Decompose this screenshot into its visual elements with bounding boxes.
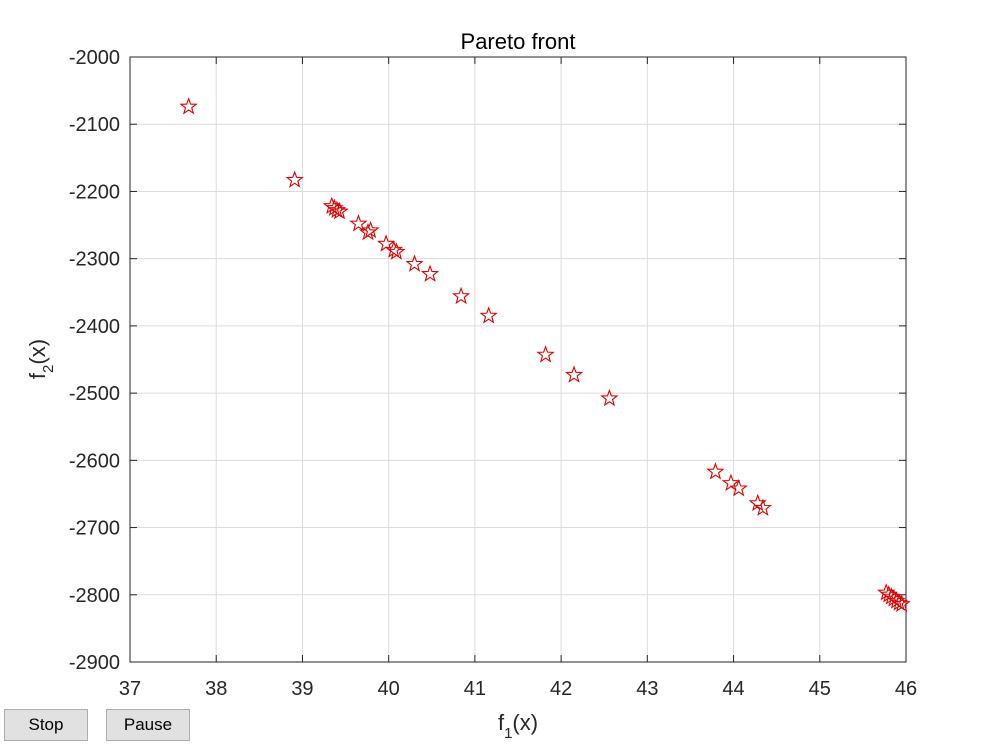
y-tick-label: -2200 xyxy=(69,181,120,203)
pareto-point-star xyxy=(729,478,748,497)
axes-box xyxy=(129,56,907,663)
x-tick-label: 42 xyxy=(550,678,572,700)
x-tick-label: 38 xyxy=(205,678,227,700)
x-tick-label: 45 xyxy=(809,678,831,700)
pause-button[interactable]: Pause xyxy=(106,709,190,741)
pareto-point-star xyxy=(179,97,198,115)
x-axis-label: f1(x) xyxy=(498,710,538,742)
y-axis-label-sub: 2 xyxy=(40,365,57,373)
pareto-point-star xyxy=(330,202,349,220)
y-axis-label-rest: (x) xyxy=(25,339,50,365)
y-tick-label: -2700 xyxy=(69,518,120,540)
y-tick-label: -2300 xyxy=(69,249,120,271)
pareto-point-star xyxy=(361,220,380,239)
x-tick-label: 41 xyxy=(464,678,486,700)
pareto-point-star xyxy=(892,594,911,612)
pareto-point-star xyxy=(600,388,619,407)
pareto-point-star xyxy=(285,170,304,188)
stop-button[interactable]: Stop xyxy=(4,709,88,741)
pareto-point-star xyxy=(536,345,555,363)
x-tick-label: 39 xyxy=(291,678,313,700)
x-tick-label: 40 xyxy=(378,678,400,700)
x-tick-label: 43 xyxy=(636,678,658,700)
pareto-point-star xyxy=(384,240,403,258)
pareto-point-star xyxy=(706,462,725,480)
y-tick-label: -2800 xyxy=(69,585,120,607)
chart-title: Pareto front xyxy=(461,29,576,54)
y-tick-label: -2500 xyxy=(69,383,120,405)
pareto-point-star xyxy=(387,242,406,260)
pareto-point-star xyxy=(451,286,471,305)
ticks xyxy=(129,56,907,663)
pareto-point-star xyxy=(564,365,584,383)
x-tick-label: 37 xyxy=(119,678,141,700)
x-axis-label-sub: 1 xyxy=(504,725,512,742)
x-tick-label: 44 xyxy=(722,678,744,700)
pareto-point-star xyxy=(420,264,440,282)
pareto-point-star xyxy=(349,214,368,232)
y-axis-label-base: f xyxy=(25,372,50,379)
y-tick-label: -2600 xyxy=(69,450,120,472)
pareto-point-star xyxy=(327,200,347,219)
y-tick-labels: -2000 -2100 -2200 -2300 -2400 -2500 -2600 -2700… xyxy=(69,47,120,674)
data-points xyxy=(179,97,911,612)
x-tick-label: 46 xyxy=(895,678,917,700)
y-tick-label: -2100 xyxy=(69,114,120,136)
x-tick-labels: 37 38 39 40 41 42 43 44 45 46 xyxy=(119,678,917,700)
pareto-point-star xyxy=(889,593,909,611)
y-tick-label: -2000 xyxy=(69,47,120,69)
y-axis-label: f2(x) xyxy=(25,339,57,379)
x-axis-label-rest: (x) xyxy=(512,710,538,735)
pareto-point-star xyxy=(479,306,498,324)
y-tick-label: -2400 xyxy=(69,316,120,338)
pareto-point-star xyxy=(405,254,424,272)
x-axis-label-base: f xyxy=(498,710,505,735)
y-tick-label: -2900 xyxy=(69,652,120,674)
pareto-point-star xyxy=(753,498,773,516)
